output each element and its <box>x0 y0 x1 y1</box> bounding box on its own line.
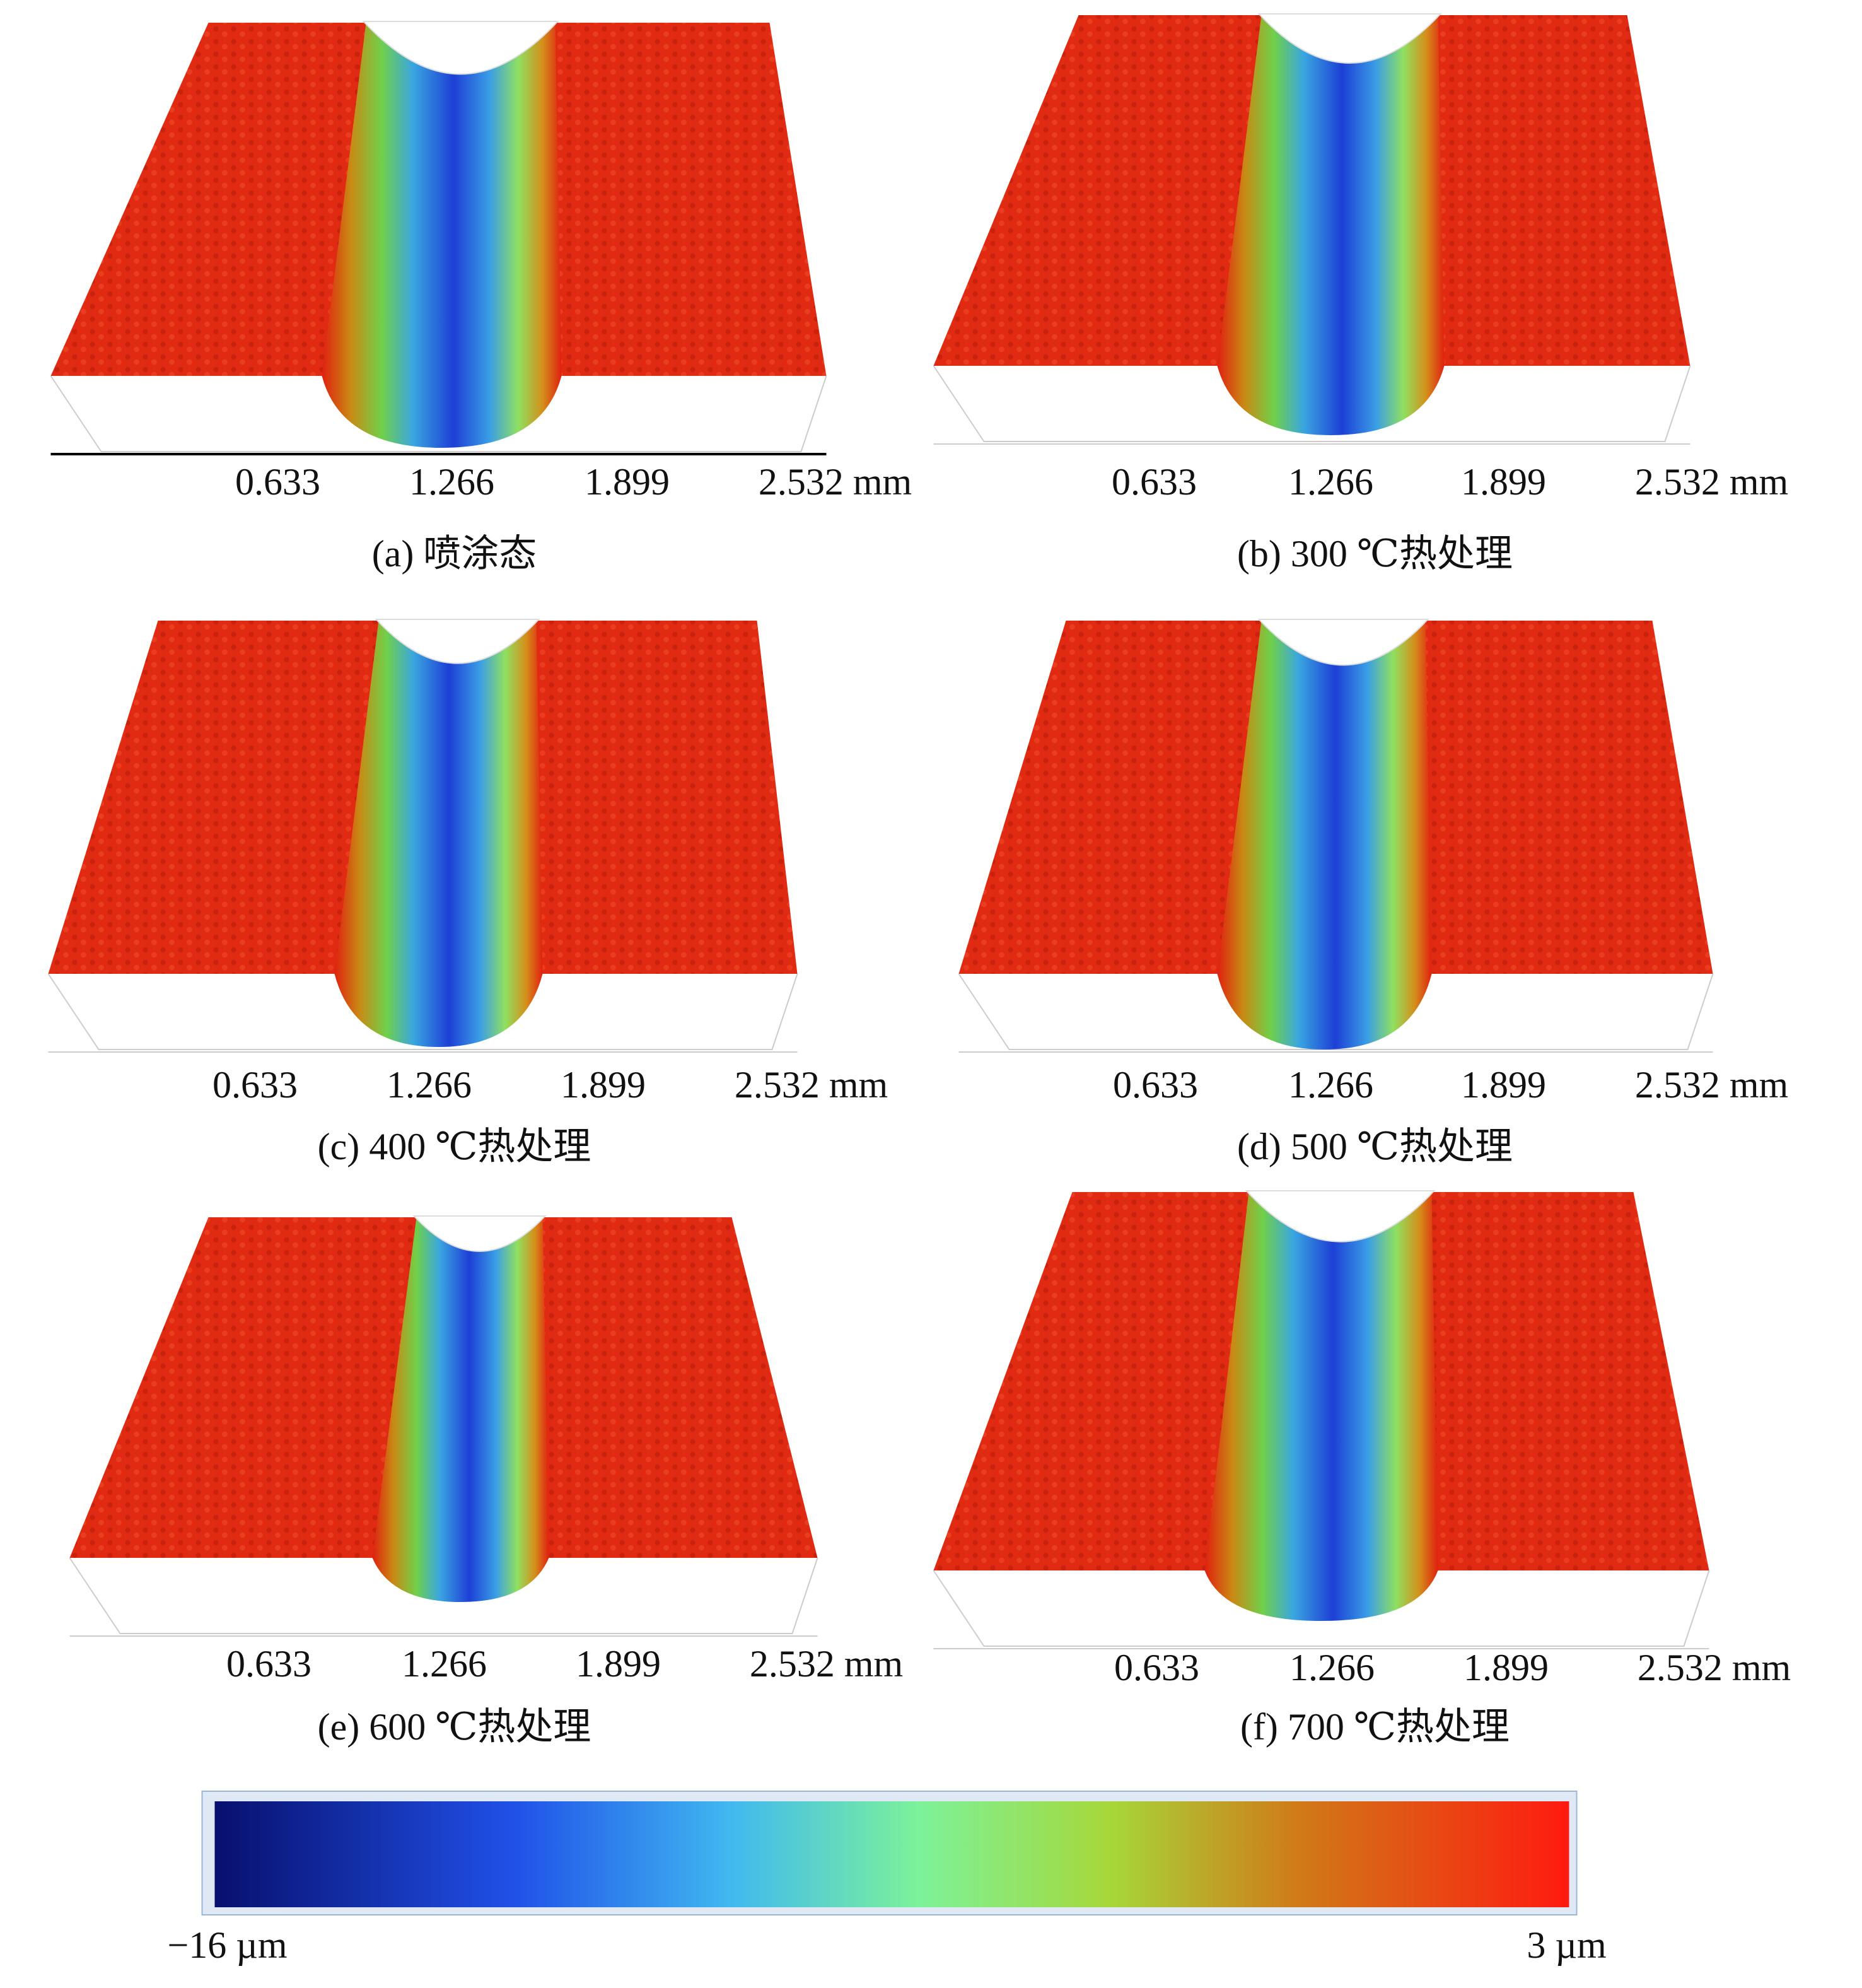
groove-cut <box>1245 1190 1436 1242</box>
grid-box <box>47 973 798 1050</box>
panel-caption: (f) 700 ℃热处理 <box>1240 1706 1510 1748</box>
x-tick-label: 0.633 <box>1112 461 1197 503</box>
x-tick-label: 0.633 <box>1113 1064 1198 1106</box>
x-tick-label: 1.266 <box>387 1064 472 1106</box>
x-tick-label: 0.633 <box>212 1064 298 1106</box>
grid-box <box>933 365 1691 442</box>
wear-groove <box>322 23 562 448</box>
x-tick-label: 1.899 <box>585 461 670 503</box>
wear-groove <box>372 1217 549 1602</box>
x-tick-label: 1.899 <box>561 1064 646 1106</box>
x-tick-label: 1.266 <box>409 461 494 503</box>
x-tick-label: 1.899 <box>1461 1064 1546 1106</box>
colorbar-max-label: 3 µm <box>1527 1924 1606 1966</box>
panel-caption: (b) 300 ℃热处理 <box>1237 533 1513 575</box>
x-tick-label: 0.633 <box>1114 1647 1199 1688</box>
grid-box <box>958 973 1714 1050</box>
panel-caption: (d) 500 ℃热处理 <box>1237 1126 1513 1167</box>
x-tick-label: 1.899 <box>1461 461 1546 503</box>
grid-box <box>69 1557 818 1634</box>
panel-caption: (a) 喷涂态 <box>372 533 537 575</box>
groove-cut <box>1257 13 1442 64</box>
grid-box <box>933 1570 1710 1647</box>
x-tick-label: 2.532 mm <box>750 1643 903 1685</box>
x-tick-label: 1.266 <box>1288 461 1373 503</box>
x-tick-label: 2.532 mm <box>1635 461 1788 503</box>
x-tick-label: 1.899 <box>576 1643 661 1685</box>
x-tick-label: 2.532 mm <box>735 1064 888 1106</box>
colorbar-min-label: −16 µm <box>167 1924 287 1966</box>
groove-cut <box>412 1215 547 1252</box>
x-tick-label: 1.899 <box>1463 1647 1549 1688</box>
wear-groove <box>1217 15 1445 435</box>
panel-caption: (e) 600 ℃热处理 <box>318 1706 591 1748</box>
x-tick-label: 1.266 <box>1289 1647 1375 1688</box>
grid-box <box>50 375 827 452</box>
x-tick-label: 0.633 <box>226 1643 311 1685</box>
x-tick-label: 1.266 <box>402 1643 487 1685</box>
wear-groove <box>1217 621 1432 1050</box>
panel-caption: (c) 400 ℃热处理 <box>318 1126 591 1167</box>
colorbar <box>214 1801 1569 1907</box>
x-tick-label: 0.633 <box>235 461 320 503</box>
x-tick-label: 1.266 <box>1288 1064 1373 1106</box>
groove-cut <box>362 21 559 75</box>
wear-groove <box>334 621 543 1047</box>
wear-groove <box>1204 1192 1438 1621</box>
x-tick-label: 2.532 mm <box>1635 1064 1788 1106</box>
x-tick-label: 2.532 mm <box>759 461 912 503</box>
x-tick-label: 2.532 mm <box>1638 1647 1791 1688</box>
groove-cut <box>375 619 540 664</box>
groove-cut <box>1257 619 1429 666</box>
